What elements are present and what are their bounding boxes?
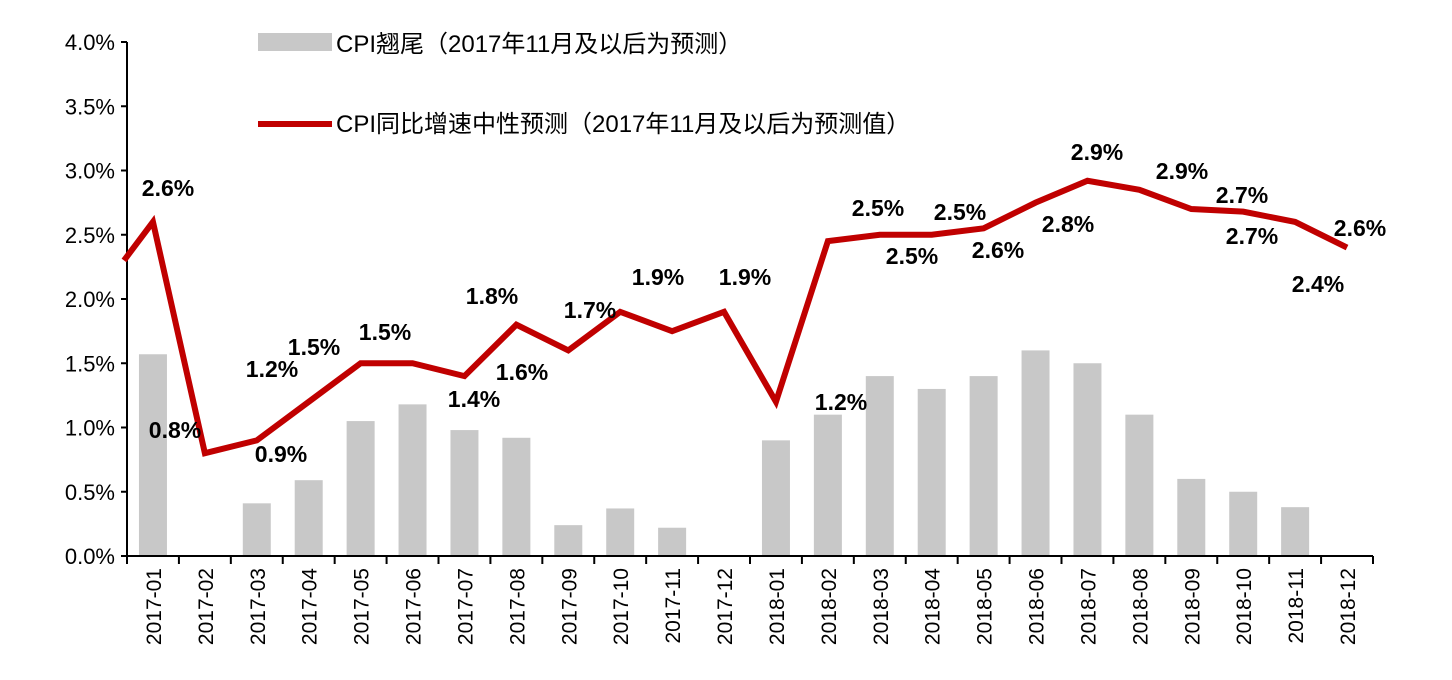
y-tick-label: 3.0% <box>65 159 115 184</box>
x-tick-label-2018-02: 2018-02 <box>818 568 841 645</box>
bar-2018-05 <box>969 376 998 556</box>
bar-2017-05 <box>346 421 375 556</box>
x-tick-label-2018-03: 2018-03 <box>870 568 893 645</box>
x-tick-label-2018-04: 2018-04 <box>922 568 945 645</box>
bar-2017-08 <box>502 437 531 556</box>
x-tick-label-2018-08: 2018-08 <box>1129 568 1152 645</box>
legend-bar-label: CPI翘尾（2017年11月及以后为预测） <box>336 31 742 58</box>
data-label: 2.6% <box>142 175 194 201</box>
data-label: 0.9% <box>255 441 307 467</box>
x-tick-label-2018-07: 2018-07 <box>1077 568 1100 645</box>
bar-2018-04 <box>917 388 946 556</box>
data-label: 1.2% <box>246 356 298 382</box>
cpi-yoy-line <box>121 177 1349 457</box>
x-tick-label-2017-09: 2017-09 <box>558 568 581 645</box>
bar-2018-02 <box>813 414 842 556</box>
x-tick-label-2018-11: 2018-11 <box>1285 568 1308 644</box>
x-tick-label-2017-11: 2017-11 <box>662 568 685 644</box>
y-tick-label: 1.5% <box>65 351 115 376</box>
bar-2018-01 <box>761 440 790 556</box>
data-label: 2.9% <box>1156 158 1208 184</box>
x-tick-label-2017-06: 2017-06 <box>403 568 426 645</box>
x-tick-label-2017-08: 2017-08 <box>506 568 529 645</box>
axes-layer: 0.0% 0.5% 1.0% 1.5% 2.0% 2.5% 3.0% 3.5% 4.0% 2017… <box>65 30 1374 645</box>
data-label: 1.5% <box>359 319 411 345</box>
data-label: 2.9% <box>1071 139 1123 165</box>
y-tick-label: 0.5% <box>65 480 115 505</box>
x-tick-label-2018-06: 2018-06 <box>1026 568 1049 645</box>
data-label: 2.8% <box>1042 211 1094 237</box>
data-label: 2.6% <box>1334 215 1386 241</box>
x-tick-label-2018-10: 2018-10 <box>1233 568 1256 645</box>
x-tick-label-2018-09: 2018-09 <box>1181 568 1204 645</box>
data-label: 1.6% <box>496 359 548 385</box>
data-label: 2.5% <box>852 195 904 221</box>
bar-2017-09 <box>554 525 583 556</box>
y-tick-label: 4.0% <box>65 30 115 55</box>
y-tick-label: 1.0% <box>65 416 115 441</box>
y-tick-label: 0.0% <box>65 544 115 569</box>
bar-2018-10 <box>1229 491 1258 556</box>
legend-bar-swatch <box>258 33 332 51</box>
x-tick-label-2017-10: 2017-10 <box>610 568 633 645</box>
x-tick-label-2017-12: 2017-12 <box>714 568 737 645</box>
bar-2017-10 <box>606 508 635 556</box>
data-label: 2.7% <box>1216 182 1268 208</box>
bars-layer <box>138 350 1310 556</box>
x-tick-label-2017-04: 2017-04 <box>299 568 322 645</box>
bar-2018-07 <box>1073 363 1102 556</box>
x-tick-label-2017-07: 2017-07 <box>454 568 477 645</box>
data-label: 2.6% <box>972 237 1024 263</box>
data-label: 1.4% <box>448 386 500 412</box>
legend: CPI翘尾（2017年11月及以后为预测） CPI同比增速中性预测（2017年1… <box>258 31 910 138</box>
bar-2017-07 <box>450 430 479 556</box>
bar-2017-04 <box>294 480 323 556</box>
data-label: 2.5% <box>934 199 986 225</box>
legend-line-label: CPI同比增速中性预测（2017年11月及以后为预测值） <box>336 111 910 138</box>
data-labels-layer: 2.6%0.8%0.9%1.2%1.5%1.5%1.4%1.8%1.6%1.7%… <box>142 139 1386 467</box>
data-label: 1.9% <box>719 264 771 290</box>
data-label: 2.5% <box>886 243 938 269</box>
y-tick-label: 2.5% <box>65 223 115 248</box>
data-label: 1.9% <box>632 264 684 290</box>
bar-2018-09 <box>1177 478 1206 556</box>
data-label: 1.2% <box>815 389 867 415</box>
x-tick-label-2018-12: 2018-12 <box>1337 568 1360 645</box>
x-tick-label-2017-03: 2017-03 <box>247 568 270 645</box>
bar-2018-08 <box>1125 414 1154 556</box>
bar-2018-11 <box>1281 507 1310 556</box>
x-tick-label-2017-05: 2017-05 <box>351 568 374 645</box>
x-tick-label-2018-05: 2018-05 <box>974 568 997 645</box>
data-label: 1.5% <box>288 334 340 360</box>
bar-2017-01 <box>138 354 167 556</box>
line-layer <box>121 177 1349 457</box>
x-tick-label-2017-02: 2017-02 <box>195 568 218 645</box>
data-label: 2.7% <box>1226 223 1278 249</box>
data-label: 1.7% <box>564 297 616 323</box>
bar-2017-11 <box>658 527 687 556</box>
y-tick-label: 3.5% <box>65 94 115 119</box>
x-tick-label-2018-01: 2018-01 <box>766 568 789 645</box>
x-tick-label-2017-01: 2017-01 <box>143 568 166 645</box>
y-tick-label: 2.0% <box>65 287 115 312</box>
bar-2017-03 <box>242 503 271 556</box>
bar-2017-06 <box>398 404 427 556</box>
data-label: 2.4% <box>1292 271 1344 297</box>
data-label: 0.8% <box>149 417 201 443</box>
data-label: 1.8% <box>466 283 518 309</box>
bar-2018-03 <box>865 376 894 556</box>
bar-2018-06 <box>1021 350 1050 556</box>
